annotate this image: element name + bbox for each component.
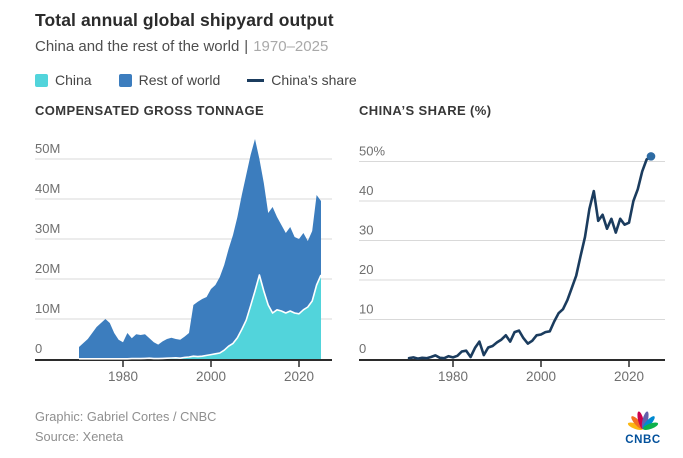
- credit-line: Graphic: Gabriel Cortes / CNBC: [35, 409, 217, 424]
- svg-text:2020: 2020: [284, 369, 314, 384]
- svg-text:20: 20: [359, 262, 373, 277]
- legend-swatch-rest-of-world: [118, 73, 132, 87]
- subtitle-text: China and the rest of the world: [35, 38, 240, 55]
- cnbc-logo: CNBC: [621, 409, 665, 446]
- svg-text:2020: 2020: [614, 369, 644, 384]
- legend-swatch-china: [35, 73, 48, 87]
- svg-text:40: 40: [359, 183, 373, 198]
- share-panel: CHINA’S SHARE (%) 50% 40 30 20 10 0 1980 2000 20…: [359, 103, 666, 385]
- legend-label-china: China: [55, 72, 92, 88]
- legend-item-china: China: [35, 72, 92, 88]
- svg-text:30: 30: [359, 223, 373, 238]
- svg-text:0: 0: [359, 341, 366, 356]
- svg-text:10M: 10M: [35, 301, 60, 316]
- cgt-panel: COMPENSATED GROSS TONNAGE 50M 40M 30M 20M 10…: [35, 103, 333, 385]
- cgt-stacked-area-chart: 50M 40M 30M 20M 10M 0 1980 2000 2020: [35, 139, 332, 384]
- legend-swatch-chinas-share: [247, 78, 265, 82]
- legend: China Rest of world China’s share: [35, 72, 668, 88]
- share-panel-title: CHINA’S SHARE (%): [359, 103, 492, 118]
- page: Total annual global shipyard output Chin…: [35, 10, 668, 447]
- svg-text:30M: 30M: [35, 221, 60, 236]
- subtitle-date-range: 1970–2025: [253, 38, 329, 55]
- cnbc-wordmark: CNBC: [625, 434, 661, 446]
- svg-text:0: 0: [35, 341, 42, 356]
- svg-text:2000: 2000: [526, 369, 556, 384]
- legend-label-chinas-share: China’s share: [271, 72, 357, 88]
- svg-text:50M: 50M: [35, 141, 60, 156]
- chart-title: Total annual global shipyard output: [35, 10, 334, 30]
- legend-item-rest-of-world: Rest of world: [118, 72, 221, 88]
- svg-text:1980: 1980: [108, 369, 138, 384]
- footer: Graphic: Gabriel Cortes / CNBC Source: X…: [35, 407, 668, 447]
- svg-text:50%: 50%: [359, 144, 385, 159]
- svg-text:40M: 40M: [35, 181, 60, 196]
- cgt-panel-title: COMPENSATED GROSS TONNAGE: [35, 103, 265, 118]
- chart-subtitle: China and the rest of the world | 1970–202…: [35, 38, 668, 55]
- legend-item-chinas-share: China’s share: [247, 72, 357, 88]
- share-line-chart: 50% 40 30 20 10 0 1980 2000 2020: [359, 144, 665, 384]
- charts-row: COMPENSATED GROSS TONNAGE 50M 40M 30M 20M 10…: [35, 103, 668, 385]
- subtitle-separator: |: [244, 38, 249, 55]
- svg-text:1980: 1980: [438, 369, 468, 384]
- svg-text:10: 10: [359, 302, 373, 317]
- source-line: Source: Xeneta: [35, 428, 124, 444]
- svg-text:2000: 2000: [196, 369, 226, 384]
- peacock-icon: [627, 411, 659, 430]
- legend-label-rest-of-world: Rest of world: [138, 72, 221, 88]
- svg-text:20M: 20M: [35, 261, 60, 276]
